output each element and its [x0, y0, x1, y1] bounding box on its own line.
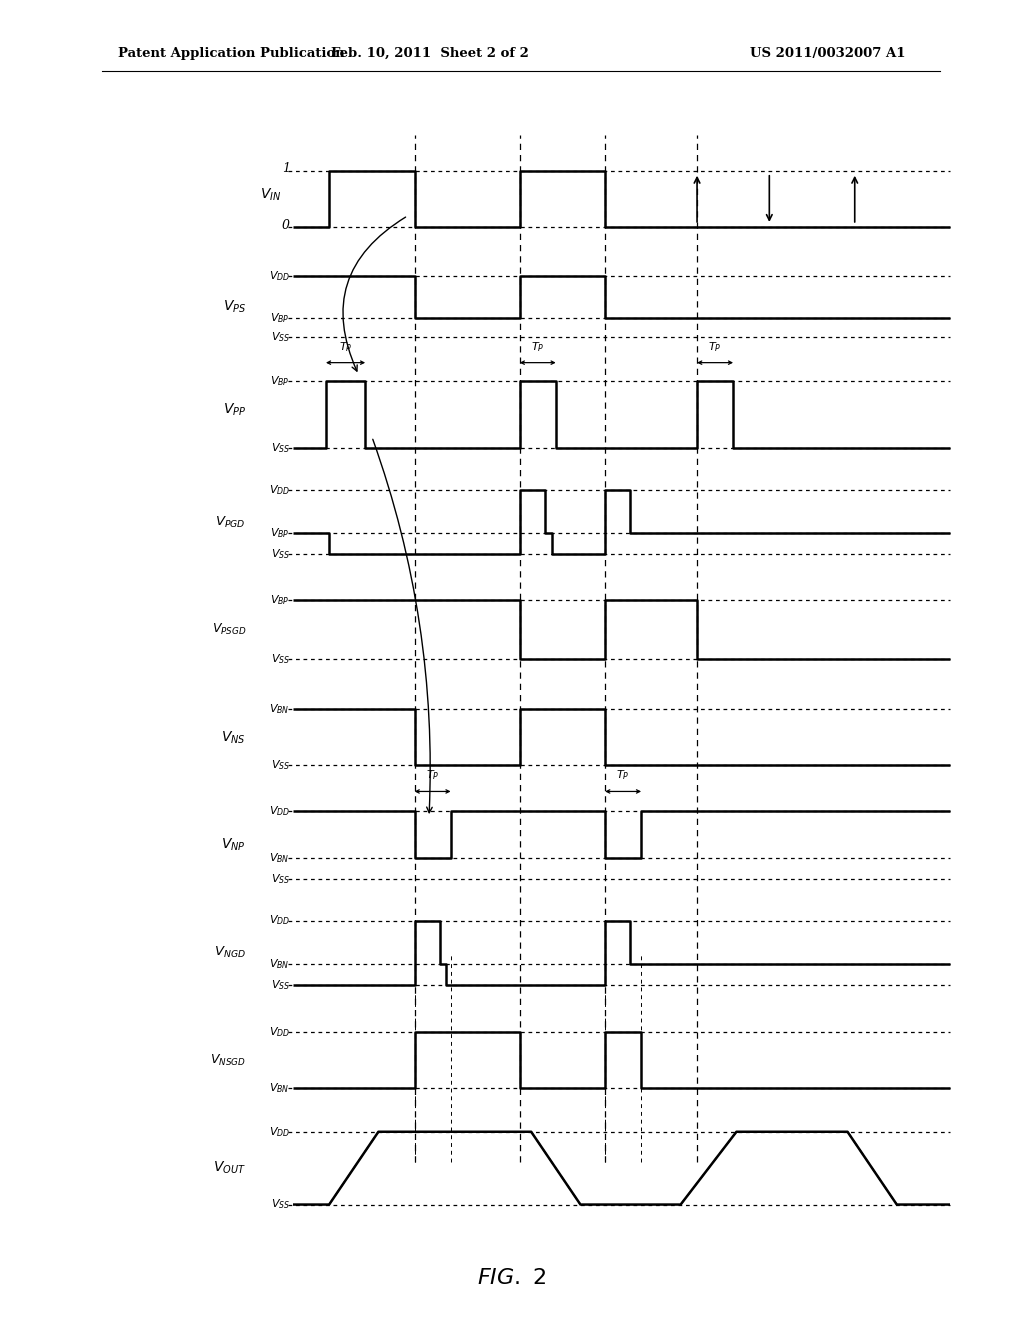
Text: $V_{DD}$: $V_{DD}$	[268, 913, 290, 928]
Text: Feb. 10, 2011  Sheet 2 of 2: Feb. 10, 2011 Sheet 2 of 2	[331, 46, 529, 59]
Text: $T_P$: $T_P$	[426, 768, 439, 783]
Text: $V_{SS}$: $V_{SS}$	[270, 759, 290, 772]
Text: $T_P$: $T_P$	[616, 768, 630, 783]
Text: $V_{NGD}$: $V_{NGD}$	[214, 945, 246, 961]
Text: $V_{BN}$: $V_{BN}$	[269, 851, 290, 866]
Text: $V_{NS}$: $V_{NS}$	[221, 729, 246, 746]
Text: $V_{BP}$: $V_{BP}$	[270, 525, 290, 540]
Text: $V_{SS}$: $V_{SS}$	[270, 978, 290, 991]
Text: $V_{PGD}$: $V_{PGD}$	[215, 515, 246, 529]
Text: $V_{SS}$: $V_{SS}$	[270, 548, 290, 561]
Text: $V_{IN}$: $V_{IN}$	[260, 186, 281, 203]
Text: $T_P$: $T_P$	[709, 339, 722, 354]
Text: $V_{BN}$: $V_{BN}$	[269, 702, 290, 717]
Text: $V_{SS}$: $V_{SS}$	[270, 330, 290, 345]
Text: $V_{PP}$: $V_{PP}$	[223, 403, 246, 418]
FancyArrowPatch shape	[343, 216, 406, 371]
Text: $V_{BN}$: $V_{BN}$	[269, 957, 290, 970]
Text: $V_{OUT}$: $V_{OUT}$	[213, 1160, 246, 1176]
Text: $V_{BP}$: $V_{BP}$	[270, 594, 290, 607]
Text: Patent Application Publication: Patent Application Publication	[118, 46, 345, 59]
Text: $V_{DD}$: $V_{DD}$	[268, 1125, 290, 1139]
Text: $T_P$: $T_P$	[531, 339, 545, 354]
Text: $V_{BP}$: $V_{BP}$	[270, 374, 290, 388]
Text: US 2011/0032007 A1: US 2011/0032007 A1	[750, 46, 905, 59]
Text: $V_{NSGD}$: $V_{NSGD}$	[210, 1053, 246, 1068]
Text: $V_{PSGD}$: $V_{PSGD}$	[212, 622, 246, 638]
Text: 0: 0	[282, 219, 290, 232]
Text: $FIG.\ 2$: $FIG.\ 2$	[477, 1267, 547, 1290]
Text: $V_{DD}$: $V_{DD}$	[268, 1026, 290, 1039]
Text: $V_{BP}$: $V_{BP}$	[270, 310, 290, 325]
Text: $V_{BN}$: $V_{BN}$	[269, 1081, 290, 1096]
Text: 1: 1	[282, 162, 290, 176]
Text: $V_{PS}$: $V_{PS}$	[223, 298, 246, 314]
Text: $V_{SS}$: $V_{SS}$	[270, 652, 290, 667]
Text: $V_{DD}$: $V_{DD}$	[268, 483, 290, 496]
Text: $V_{DD}$: $V_{DD}$	[268, 269, 290, 282]
Text: $V_{SS}$: $V_{SS}$	[270, 1197, 290, 1212]
Text: $T_P$: $T_P$	[339, 339, 352, 354]
Text: $V_{NP}$: $V_{NP}$	[221, 837, 246, 853]
Text: $V_{SS}$: $V_{SS}$	[270, 871, 290, 886]
Text: $V_{DD}$: $V_{DD}$	[268, 805, 290, 818]
FancyArrowPatch shape	[373, 440, 432, 813]
Text: $V_{SS}$: $V_{SS}$	[270, 441, 290, 455]
